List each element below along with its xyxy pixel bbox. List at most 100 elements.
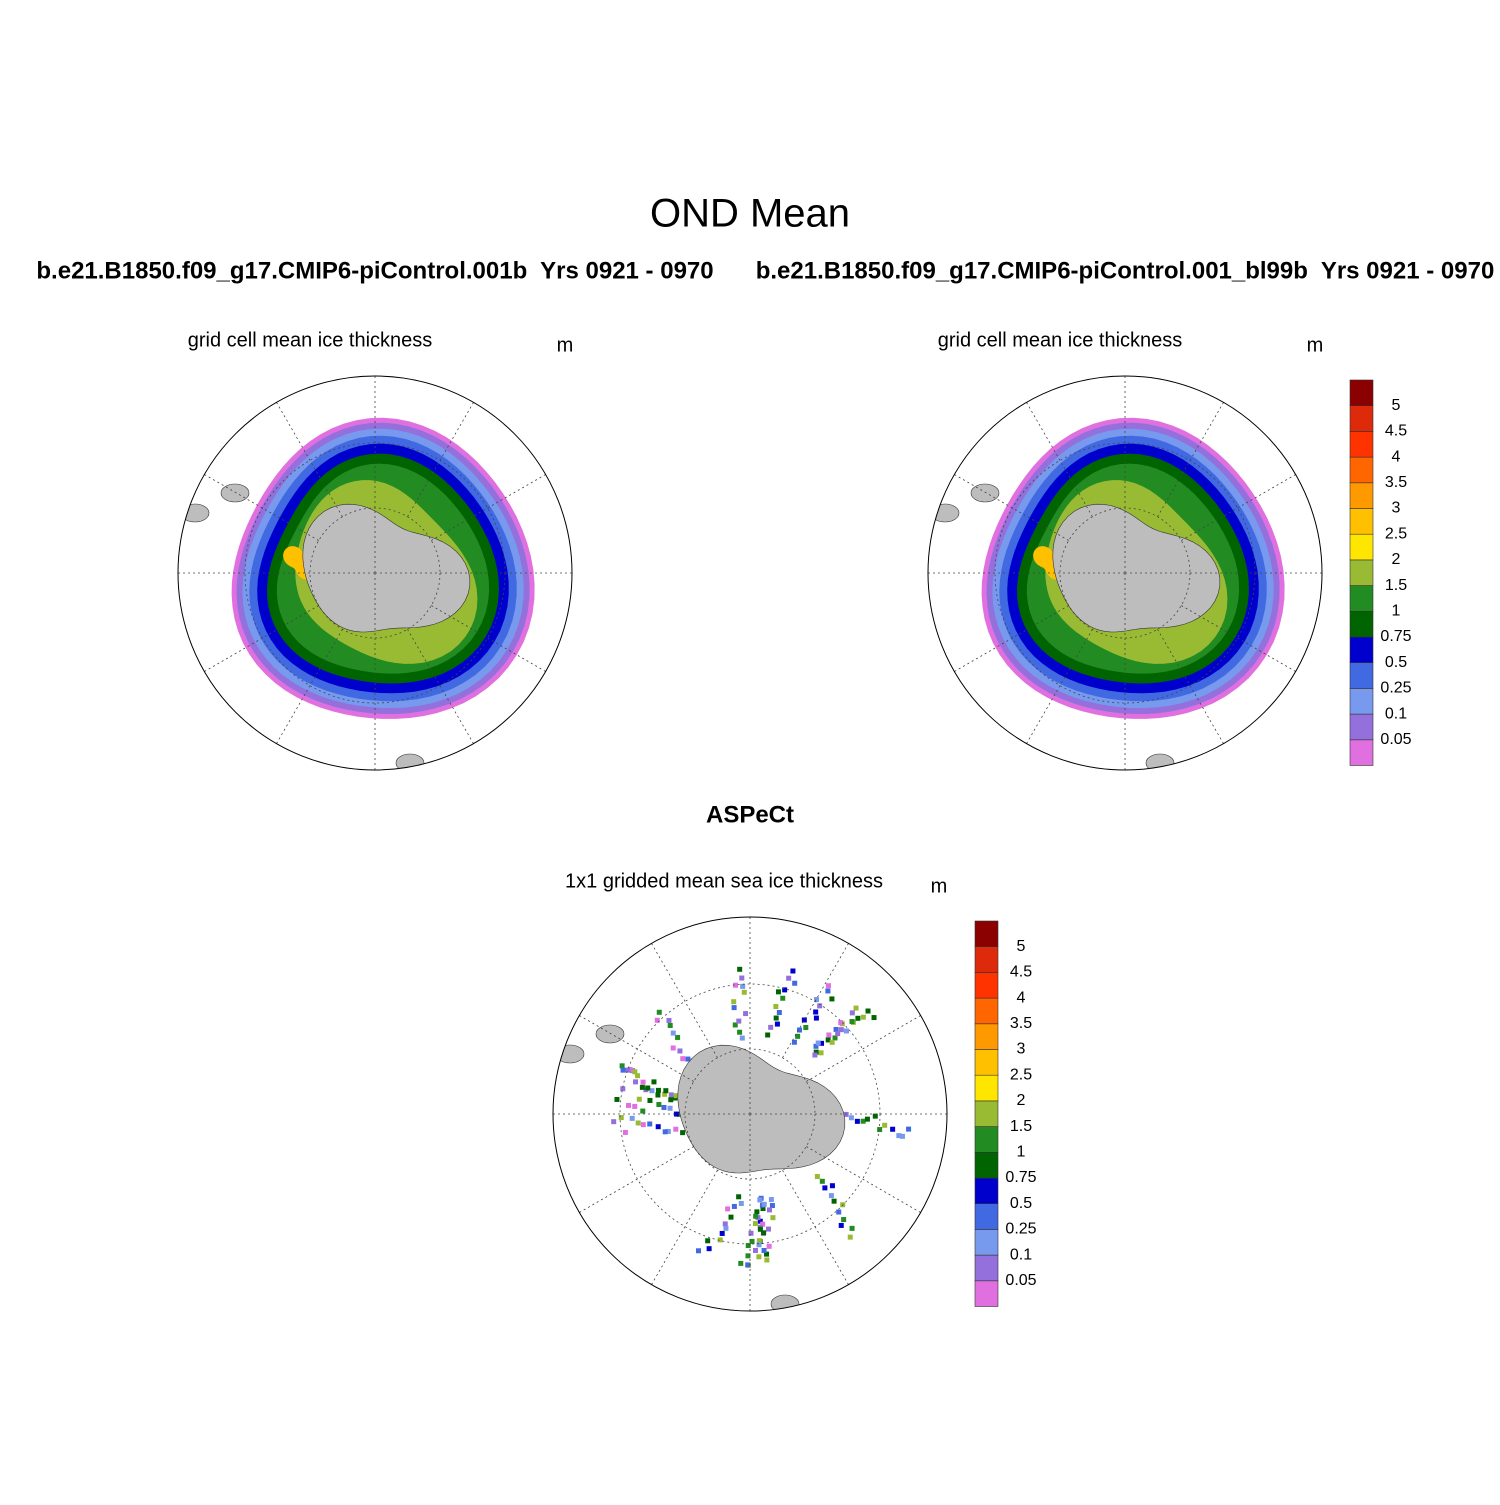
ice-observation (663, 1088, 669, 1094)
ice-observation (826, 1032, 832, 1038)
ice-observation (655, 1124, 661, 1130)
colorbar-box (974, 920, 999, 948)
panel-subtitle: 1x1 gridded mean sea ice thickness (565, 870, 883, 892)
colorbar-box (1349, 739, 1374, 766)
ice-observation (760, 1221, 766, 1227)
ice-observation (651, 1079, 657, 1085)
ice-observation (665, 1128, 671, 1134)
colorbar-box (1349, 610, 1374, 638)
colorbar-box (974, 1280, 999, 1307)
ice-observation (614, 1096, 620, 1102)
ice-observation (828, 1193, 834, 1199)
ice-observation (847, 1234, 853, 1240)
ice-observation (843, 1111, 849, 1117)
ice-observation (890, 1126, 896, 1132)
ice-observation (767, 1207, 773, 1213)
antarctica (1052, 503, 1221, 633)
colorbar-box (974, 997, 999, 1025)
land (970, 483, 1000, 503)
ice-observation (813, 1043, 819, 1049)
land (395, 753, 425, 770)
colorbar-label: 3 (1392, 500, 1401, 517)
ice-observation (829, 996, 835, 1002)
ice-observation (677, 1048, 683, 1054)
ice-observation (640, 1122, 646, 1128)
longitude-line (1181, 474, 1296, 541)
ice-observation (739, 1035, 745, 1041)
colorbar-label: 0.1 (1385, 705, 1407, 722)
colorbar-label: 0.05 (1380, 731, 1411, 748)
colorbar-label: 0.75 (1005, 1169, 1036, 1186)
ice-observation (632, 1103, 638, 1109)
ice-observation (813, 1015, 819, 1021)
longitude-line (954, 474, 1069, 541)
ice-observation (743, 1011, 749, 1017)
ice-observation (738, 1200, 744, 1206)
map-body (178, 376, 572, 770)
ice-observation (786, 975, 792, 981)
longitude-line (276, 402, 343, 517)
ice-observation (864, 1116, 870, 1122)
ice-observation (814, 1174, 820, 1180)
colorbar-box (974, 1152, 999, 1179)
ice-observation (825, 983, 831, 989)
ice-observation (739, 975, 745, 981)
colorbar-label: 2.5 (1385, 525, 1407, 542)
colorbar-box (1349, 482, 1374, 509)
ice-observation (896, 1133, 902, 1139)
colorbar-label: 1 (1392, 603, 1401, 620)
land (1145, 753, 1175, 770)
ice-observation (745, 1253, 751, 1259)
ice-observation (673, 1093, 679, 1099)
ice-observation (882, 1122, 888, 1128)
ice-observation (817, 1003, 823, 1009)
ice-observation (685, 1056, 691, 1062)
colorbar-label: 5 (1392, 397, 1401, 414)
ice-observation (761, 1248, 767, 1254)
ice-observation (865, 1008, 871, 1014)
ice-observation (838, 1020, 844, 1026)
colorbar-label: 1.5 (1010, 1118, 1032, 1135)
colorbar-label: 0.5 (1010, 1195, 1032, 1212)
panel-subtitle: grid cell mean ice thickness (938, 329, 1183, 351)
ice-observation (775, 989, 781, 995)
colorbar-label: 3.5 (1385, 474, 1407, 491)
ice-observation (803, 1024, 809, 1030)
ice-observation (757, 1226, 763, 1232)
colorbar-box (974, 1254, 999, 1282)
ice-observation (673, 1126, 679, 1132)
colorbar-label: 3 (1017, 1041, 1026, 1058)
ice-observation (654, 1017, 660, 1023)
ice-observation (668, 1092, 674, 1098)
land (595, 1024, 625, 1044)
ice-observation (872, 1113, 878, 1119)
ice-observation (668, 1097, 674, 1103)
colorbar-label: 0.5 (1385, 654, 1407, 671)
ice-observation (773, 1015, 779, 1021)
ice-observation (752, 1247, 758, 1253)
ice-observation (619, 1063, 625, 1069)
ice-observation (877, 1127, 883, 1133)
ice-observation (731, 999, 737, 1005)
ice-observation (737, 966, 743, 972)
colorbar-label: 0.1 (1010, 1246, 1032, 1263)
ice-observation (625, 1067, 631, 1073)
ice-observation (899, 1133, 905, 1139)
ice-observation (675, 1034, 681, 1040)
ice-observation (639, 1084, 645, 1090)
ice-observation (761, 1201, 767, 1207)
map-border (177, 375, 573, 771)
ice-observation (838, 1027, 844, 1033)
colorbar-box (1349, 379, 1374, 407)
ice-observation (670, 1045, 676, 1051)
ice-observation (791, 1039, 797, 1045)
ice-observation (666, 1017, 672, 1023)
ice-observation (618, 1115, 624, 1121)
ice-observation (719, 1230, 725, 1236)
ice-observation (854, 1118, 860, 1124)
ice-observation (745, 1243, 751, 1249)
ice-observation (622, 1129, 628, 1135)
ice-observation (731, 1203, 737, 1209)
longitude-line (651, 943, 718, 1058)
